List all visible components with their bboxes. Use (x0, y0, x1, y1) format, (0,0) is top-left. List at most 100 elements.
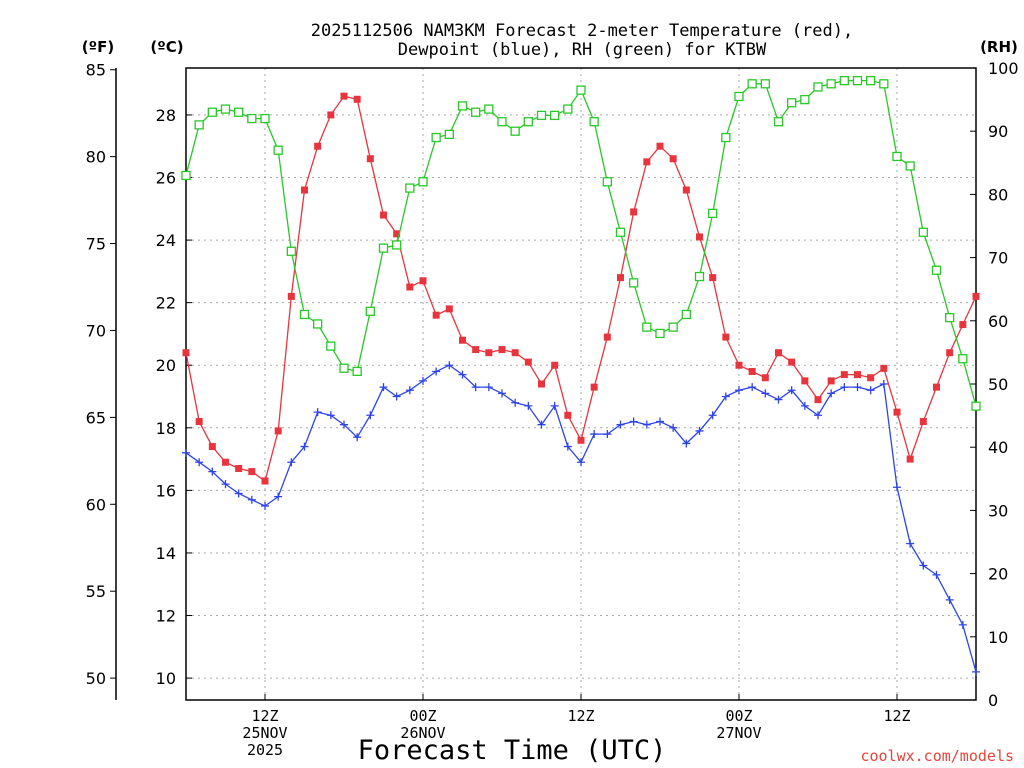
tick-label-rh: 100 (988, 59, 1019, 78)
data-point-dewpoint (853, 383, 862, 392)
tick-label-rh: 60 (988, 312, 1008, 331)
data-point-rh (378, 243, 389, 253)
data-point-temperature (459, 336, 466, 344)
data-point-rh (852, 75, 863, 86)
data-point-dewpoint (906, 539, 915, 548)
data-point-dewpoint (392, 392, 401, 401)
tick-label-rh: 80 (988, 185, 1008, 204)
data-point-dewpoint (195, 458, 204, 467)
data-point-temperature (867, 374, 875, 382)
data-point-rh (194, 120, 204, 130)
data-point-rh (813, 82, 823, 92)
data-point-temperature (301, 186, 308, 194)
data-point-dewpoint (932, 570, 941, 579)
data-point-dewpoint (814, 411, 822, 420)
data-point-dewpoint (458, 370, 467, 379)
data-point-temperature (854, 371, 861, 379)
data-point-rh (945, 312, 955, 323)
data-point-temperature (432, 311, 440, 319)
x-tick-label: 12Z (251, 707, 278, 725)
tick-label-rh: 40 (988, 438, 1008, 457)
tick-label-celsius: 22 (156, 294, 176, 313)
data-point-temperature (340, 92, 348, 100)
data-point-dewpoint (313, 408, 322, 417)
data-point-temperature (775, 349, 782, 357)
data-point-temperature (366, 155, 374, 163)
data-point-rh (629, 278, 639, 288)
x-tick-label: 2025 (247, 741, 283, 759)
series-layer (181, 75, 981, 676)
data-point-rh (220, 104, 231, 114)
data-point-temperature (472, 346, 480, 354)
data-point-rh (444, 129, 454, 140)
series-temperature (182, 92, 980, 485)
data-point-rh (181, 170, 191, 181)
data-point-rh (392, 240, 402, 250)
data-point-dewpoint (563, 442, 572, 451)
data-point-dewpoint (774, 395, 783, 404)
data-point-temperature (906, 455, 914, 463)
data-point-rh (273, 145, 283, 155)
tick-label-fahrenheit: 60 (86, 495, 106, 514)
data-point-rh (708, 208, 718, 219)
data-point-temperature (485, 349, 493, 357)
x-tick-label: 12Z (883, 707, 910, 725)
data-point-rh (747, 79, 757, 89)
data-point-temperature (393, 230, 401, 238)
tick-label-rh: 90 (988, 122, 1008, 141)
data-point-dewpoint (761, 389, 770, 398)
data-point-rh (826, 79, 836, 89)
data-point-temperature (445, 305, 453, 313)
data-point-temperature (511, 349, 519, 357)
tick-label-fahrenheit: 75 (86, 235, 106, 254)
data-point-rh (536, 110, 547, 121)
tick-label-rh: 70 (988, 249, 1008, 268)
data-point-dewpoint (471, 383, 480, 392)
unit-label-fahrenheit: (ºF) (82, 38, 114, 56)
data-point-dewpoint (340, 420, 348, 429)
tick-label-fahrenheit: 55 (86, 582, 106, 601)
data-point-temperature (669, 155, 677, 163)
series-rh (181, 75, 981, 411)
data-point-dewpoint (642, 420, 651, 429)
data-point-dewpoint (498, 389, 506, 398)
data-point-temperature (235, 464, 243, 472)
data-point-temperature (274, 427, 282, 435)
data-point-rh (326, 341, 336, 351)
tick-label-rh: 20 (988, 565, 1008, 584)
data-point-rh (668, 322, 678, 332)
data-point-temperature (287, 292, 295, 300)
credit-text: coolwx.com/models (860, 747, 1014, 765)
data-point-rh (800, 94, 810, 105)
data-point-temperature (551, 361, 559, 369)
data-point-temperature (261, 477, 269, 485)
data-point-dewpoint (972, 667, 980, 676)
data-point-rh (642, 322, 652, 332)
x-tick-label: 00Z (725, 707, 752, 725)
data-point-rh (260, 113, 270, 124)
data-point-rh (457, 101, 468, 111)
data-point-rh (365, 306, 375, 316)
data-point-rh (681, 309, 691, 320)
data-point-dewpoint (247, 495, 256, 504)
tick-label-celsius: 16 (156, 481, 176, 500)
data-point-dewpoint (274, 492, 283, 501)
data-point-dewpoint (261, 502, 269, 511)
data-point-dewpoint (234, 489, 243, 498)
data-point-temperature (919, 418, 927, 426)
data-point-rh (471, 107, 481, 117)
tick-label-celsius: 10 (156, 669, 176, 688)
data-point-temperature (380, 211, 387, 219)
data-point-rh (879, 79, 889, 89)
data-point-rh (431, 132, 441, 143)
x-axis-label: Forecast Time (UTC) (358, 735, 667, 766)
data-point-dewpoint (326, 411, 335, 420)
data-point-temperature (761, 374, 769, 382)
data-point-dewpoint (840, 383, 849, 392)
data-point-temperature (630, 208, 638, 216)
data-point-rh (576, 85, 586, 95)
data-point-rh (931, 265, 942, 275)
data-point-dewpoint (787, 386, 796, 395)
data-point-rh (339, 363, 349, 373)
data-point-temperature (208, 443, 216, 451)
